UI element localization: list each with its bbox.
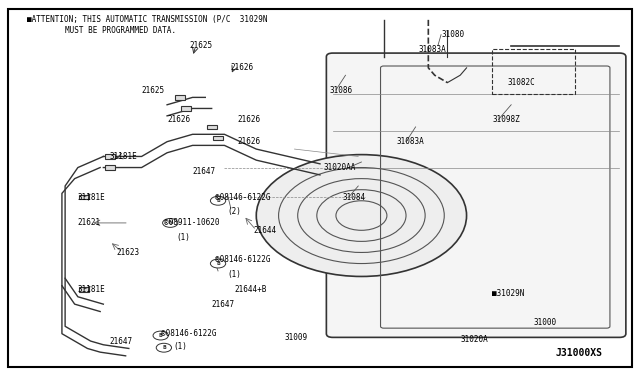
Text: 31084: 31084 — [342, 193, 365, 202]
Text: 21623: 21623 — [116, 248, 140, 257]
Text: 31020A: 31020A — [460, 335, 488, 344]
Text: 21626: 21626 — [237, 137, 260, 146]
FancyBboxPatch shape — [104, 165, 115, 170]
Circle shape — [211, 259, 226, 268]
FancyBboxPatch shape — [181, 106, 191, 111]
Text: 21626: 21626 — [167, 115, 190, 124]
Text: (1): (1) — [228, 270, 241, 279]
Text: 21647: 21647 — [193, 167, 216, 176]
Text: 31082C: 31082C — [508, 78, 536, 87]
Text: 21626: 21626 — [237, 115, 260, 124]
Text: ®08146-6122G: ®08146-6122G — [215, 255, 270, 264]
Text: ®08911-10620: ®08911-10620 — [164, 218, 220, 227]
Text: 31181E: 31181E — [109, 152, 138, 161]
Text: 21644+B: 21644+B — [234, 285, 266, 294]
Text: B: B — [216, 198, 220, 203]
Text: 31083A: 31083A — [396, 137, 424, 146]
Text: (1): (1) — [177, 233, 191, 242]
Text: 21625: 21625 — [141, 86, 164, 94]
Text: ®08146-6122G: ®08146-6122G — [161, 329, 216, 338]
Text: (2): (2) — [228, 207, 241, 217]
Text: 31020AA: 31020AA — [323, 163, 356, 172]
Text: 31181E: 31181E — [78, 193, 106, 202]
Text: B: B — [162, 345, 166, 350]
Circle shape — [156, 343, 172, 352]
FancyBboxPatch shape — [79, 287, 90, 292]
Text: B: B — [159, 333, 163, 338]
Text: 21621: 21621 — [78, 218, 101, 227]
FancyBboxPatch shape — [326, 53, 626, 337]
FancyBboxPatch shape — [104, 154, 115, 159]
Circle shape — [256, 155, 467, 276]
Text: 31080: 31080 — [441, 30, 464, 39]
Text: MUST BE PROGRAMMED DATA.: MUST BE PROGRAMMED DATA. — [65, 26, 176, 35]
Text: ■31029N: ■31029N — [492, 289, 524, 298]
FancyBboxPatch shape — [79, 195, 90, 199]
Text: J31000XS: J31000XS — [556, 348, 603, 358]
Text: ■ATTENTION; THIS AUTOMATIC TRANSMISSION (P/C  31029N: ■ATTENTION; THIS AUTOMATIC TRANSMISSION … — [27, 15, 268, 24]
Circle shape — [153, 331, 168, 340]
FancyBboxPatch shape — [175, 95, 185, 100]
Text: 21647: 21647 — [109, 337, 133, 346]
Text: N: N — [168, 221, 172, 225]
Text: 21625: 21625 — [189, 41, 212, 50]
Text: (1): (1) — [173, 342, 188, 351]
Text: 21626: 21626 — [231, 63, 254, 72]
FancyBboxPatch shape — [213, 136, 223, 140]
Text: 31086: 31086 — [330, 86, 353, 94]
Text: 31000: 31000 — [534, 318, 557, 327]
Text: 31181E: 31181E — [78, 285, 106, 294]
Text: B: B — [216, 261, 220, 266]
FancyBboxPatch shape — [207, 125, 217, 129]
Text: 21644: 21644 — [253, 226, 276, 235]
Circle shape — [211, 196, 226, 205]
Text: 31098Z: 31098Z — [492, 115, 520, 124]
Text: 31009: 31009 — [285, 333, 308, 342]
Text: ®08146-6122G: ®08146-6122G — [215, 193, 270, 202]
Text: 31083A: 31083A — [419, 45, 447, 54]
Text: 21647: 21647 — [212, 300, 235, 309]
Circle shape — [163, 218, 178, 227]
